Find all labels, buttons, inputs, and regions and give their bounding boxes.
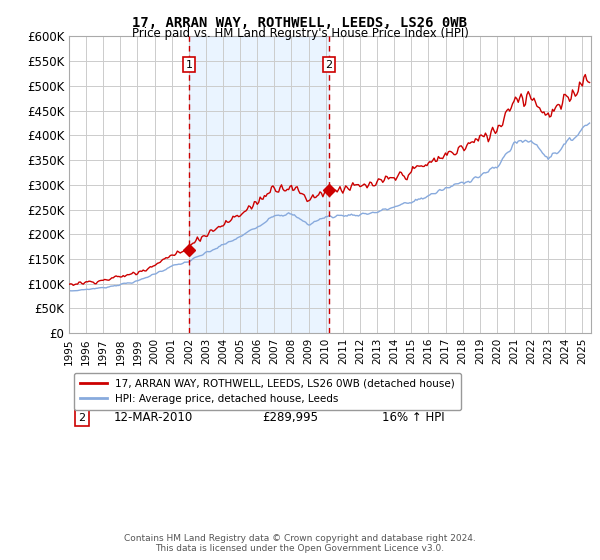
Text: 16% ↑ HPI: 16% ↑ HPI [382, 411, 445, 424]
Text: 2: 2 [326, 59, 333, 69]
Text: 23% ↑ HPI: 23% ↑ HPI [382, 394, 445, 407]
Text: £168,500: £168,500 [262, 394, 318, 407]
Text: Contains HM Land Registry data © Crown copyright and database right 2024.
This d: Contains HM Land Registry data © Crown c… [124, 534, 476, 553]
Text: 17, ARRAN WAY, ROTHWELL, LEEDS, LS26 0WB: 17, ARRAN WAY, ROTHWELL, LEEDS, LS26 0WB [133, 16, 467, 30]
Legend: 17, ARRAN WAY, ROTHWELL, LEEDS, LS26 0WB (detached house), HPI: Average price, d: 17, ARRAN WAY, ROTHWELL, LEEDS, LS26 0WB… [74, 372, 461, 410]
Text: 04-JAN-2002: 04-JAN-2002 [113, 394, 187, 407]
Text: 2: 2 [79, 413, 86, 423]
Text: 1: 1 [185, 59, 193, 69]
Text: 1: 1 [79, 395, 86, 405]
Text: 12-MAR-2010: 12-MAR-2010 [113, 411, 193, 424]
Bar [189, 36, 329, 333]
Text: Price paid vs. HM Land Registry's House Price Index (HPI): Price paid vs. HM Land Registry's House … [131, 27, 469, 40]
Text: £289,995: £289,995 [262, 411, 318, 424]
